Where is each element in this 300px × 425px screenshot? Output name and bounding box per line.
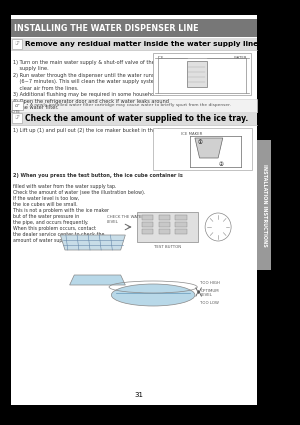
Bar [12, 39, 22, 49]
Text: ICE: ICE [158, 56, 164, 60]
Text: OPTIMUM
LEVEL: OPTIMUM LEVEL [200, 289, 219, 298]
Bar [159, 229, 170, 234]
Text: INSTALLING THE WATER DISPENSER LINE: INSTALLING THE WATER DISPENSER LINE [14, 23, 198, 32]
Text: This is not a problem with the ice maker: This is not a problem with the ice maker [13, 208, 109, 213]
Bar [11, 112, 257, 125]
Polygon shape [195, 138, 223, 158]
Text: filled with water from the water supply tap.: filled with water from the water supply … [13, 184, 116, 189]
Bar [11, 99, 257, 112]
Text: WATER: WATER [234, 56, 247, 60]
Bar [11, 15, 257, 405]
Bar [12, 101, 23, 110]
Polygon shape [60, 235, 125, 250]
Text: • A newly-installed water filter cartridge may cause water to briefly spurt from: • A newly-installed water filter cartrid… [26, 103, 231, 107]
Text: the ice cubes will be small.: the ice cubes will be small. [13, 202, 78, 207]
Bar [142, 222, 153, 227]
Text: the water filter.: the water filter. [13, 105, 59, 110]
Text: clear air from the lines.: clear air from the lines. [13, 85, 79, 91]
Bar [153, 128, 253, 170]
Bar [176, 222, 187, 227]
Bar [12, 113, 22, 123]
Text: NOTE: NOTE [9, 110, 20, 114]
Text: 4) Open the refrigerator door and check if water leaks around: 4) Open the refrigerator door and check … [13, 99, 169, 104]
Ellipse shape [111, 284, 195, 306]
Bar [11, 38, 257, 50]
Bar [153, 53, 250, 95]
Text: the dealer service center to check the: the dealer service center to check the [13, 232, 104, 237]
Text: 3) Additional flushing may be required in some households.: 3) Additional flushing may be required i… [13, 92, 163, 97]
Text: ICE MAKER: ICE MAKER [181, 132, 202, 136]
Text: 2) When you press the test button, the ice cube container is: 2) When you press the test button, the i… [13, 173, 183, 178]
Text: TEST BUTTON: TEST BUTTON [154, 245, 181, 249]
Bar [159, 215, 170, 220]
Text: amount of water supplied.: amount of water supplied. [13, 238, 76, 243]
Bar [142, 229, 153, 234]
Text: Check the amount of water supplied to the ice tray.: Check the amount of water supplied to th… [25, 114, 248, 123]
Text: ☞: ☞ [15, 116, 20, 121]
Text: Remove any residual matter inside the water supply line: Remove any residual matter inside the wa… [25, 40, 258, 46]
Text: Check the amount of water (see the illustration below).: Check the amount of water (see the illus… [13, 190, 146, 195]
Text: the pipe, and occurs frequently.: the pipe, and occurs frequently. [13, 220, 88, 225]
Bar [137, 212, 198, 242]
Text: INSTALLATION INSTRUCTIONS: INSTALLATION INSTRUCTIONS [262, 164, 267, 246]
Text: 2) Run water through the dispenser until the water runs clear: 2) Run water through the dispenser until… [13, 73, 169, 77]
Text: ☞: ☞ [15, 42, 20, 46]
Bar [187, 61, 207, 87]
Text: TOO LOW: TOO LOW [200, 301, 219, 305]
Text: but of the water pressure in: but of the water pressure in [13, 214, 79, 219]
Bar [0, 405, 278, 425]
Text: CHECK THE WATER
LEVEL: CHECK THE WATER LEVEL [107, 215, 144, 224]
Bar [11, 19, 257, 37]
Bar [257, 140, 271, 270]
Text: supply line.: supply line. [13, 66, 49, 71]
Text: ①: ① [198, 140, 203, 145]
Text: 1) Lift up (1) and pull out (2) the ice maker bucket in the freezer.: 1) Lift up (1) and pull out (2) the ice … [13, 128, 177, 133]
Text: TOO HIGH: TOO HIGH [200, 281, 220, 285]
Text: ②: ② [218, 162, 223, 167]
Text: 1) Turn on the main water supply & shut-off valve of the water: 1) Turn on the main water supply & shut-… [13, 60, 171, 65]
Bar [176, 229, 187, 234]
Polygon shape [70, 275, 125, 285]
Bar [142, 215, 153, 220]
Bar [176, 215, 187, 220]
Ellipse shape [205, 213, 231, 241]
Text: (6~7 minutes). This will clean the water supply system and: (6~7 minutes). This will clean the water… [13, 79, 170, 84]
Text: When this problem occurs, contact: When this problem occurs, contact [13, 226, 96, 231]
Text: 31: 31 [135, 392, 144, 398]
Text: If the water level is too low,: If the water level is too low, [13, 196, 79, 201]
Text: cr: cr [15, 103, 20, 108]
Bar [159, 222, 170, 227]
